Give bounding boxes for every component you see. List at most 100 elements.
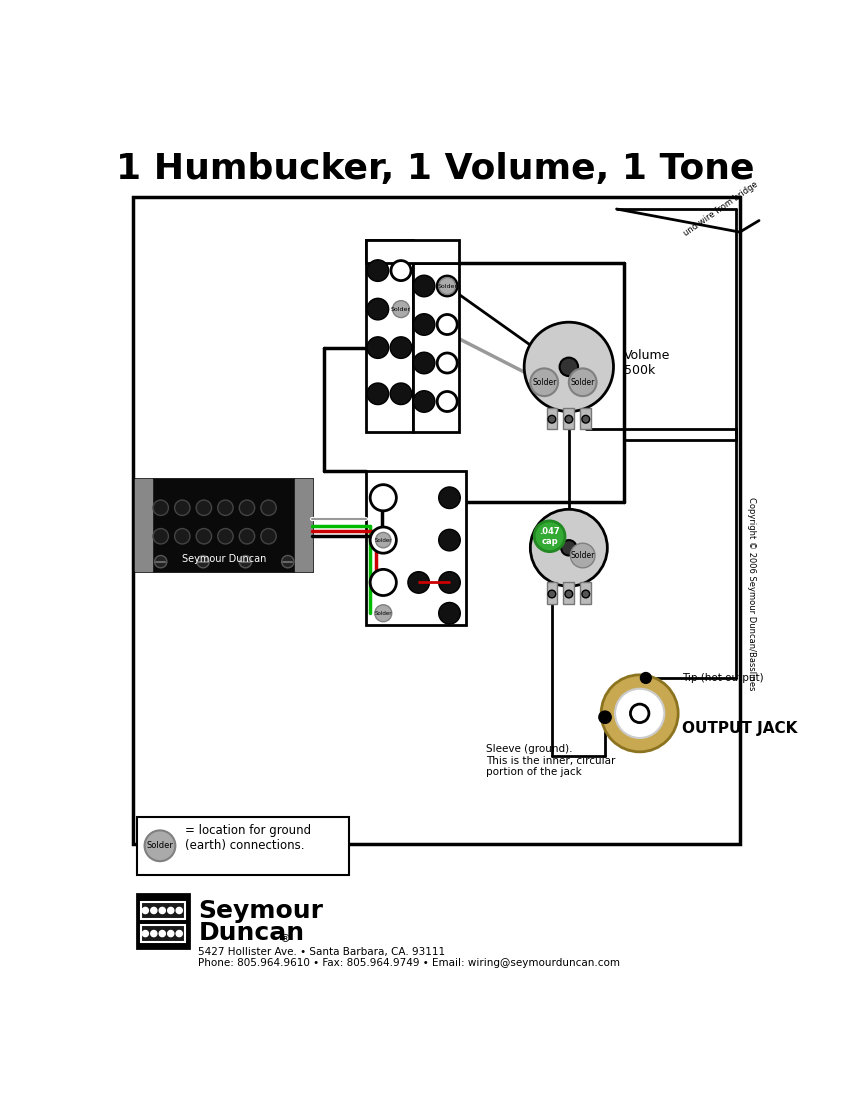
Circle shape [240, 556, 252, 568]
Circle shape [601, 675, 678, 752]
Circle shape [439, 487, 460, 508]
Circle shape [413, 314, 435, 336]
Circle shape [167, 908, 174, 913]
Circle shape [144, 830, 175, 861]
Text: Solder: Solder [146, 842, 173, 850]
Bar [366, 240, 459, 263]
Circle shape [437, 276, 457, 296]
Circle shape [367, 260, 388, 282]
Text: Seymour Duncan: Seymour Duncan [182, 554, 266, 564]
Text: Copyright © 2006 Seymour Duncan/Basslines: Copyright © 2006 Seymour Duncan/Bassline… [747, 497, 756, 691]
Circle shape [393, 300, 410, 318]
Circle shape [413, 390, 435, 412]
Circle shape [640, 672, 651, 683]
Circle shape [524, 322, 614, 411]
Circle shape [155, 556, 167, 568]
Text: ®: ® [280, 934, 291, 944]
Circle shape [218, 500, 233, 516]
Text: Solder: Solder [437, 284, 457, 288]
Circle shape [565, 590, 573, 598]
Circle shape [437, 392, 457, 411]
Circle shape [159, 931, 166, 937]
Text: Solder: Solder [532, 377, 557, 387]
Text: = location for ground
(earth) connections.: = location for ground (earth) connection… [184, 824, 311, 852]
Circle shape [176, 931, 182, 937]
Circle shape [367, 298, 388, 320]
Bar [564, 408, 575, 429]
Bar [135, 478, 313, 571]
Circle shape [196, 528, 212, 544]
Text: Seymour: Seymour [198, 899, 324, 923]
Text: Solder: Solder [375, 610, 392, 616]
Circle shape [599, 711, 611, 724]
Circle shape [239, 500, 255, 516]
Circle shape [150, 908, 157, 913]
Circle shape [150, 931, 157, 937]
Bar [137, 894, 190, 948]
Circle shape [390, 337, 411, 359]
Circle shape [548, 590, 556, 598]
Bar [564, 583, 575, 604]
Text: Solder: Solder [570, 377, 595, 387]
Circle shape [582, 590, 590, 598]
Text: OUTPUT JACK: OUTPUT JACK [682, 722, 797, 736]
Circle shape [142, 931, 149, 937]
Bar [135, 478, 152, 571]
Circle shape [261, 528, 276, 544]
Circle shape [570, 543, 595, 568]
Circle shape [371, 485, 396, 510]
Text: Duncan: Duncan [198, 921, 304, 945]
Circle shape [159, 908, 166, 913]
Text: Phone: 805.964.9610 • Fax: 805.964.9749 • Email: wiring@seymourduncan.com: Phone: 805.964.9610 • Fax: 805.964.9749 … [198, 958, 620, 968]
Bar [133, 198, 740, 845]
Circle shape [530, 368, 558, 396]
Bar [366, 471, 467, 625]
Circle shape [371, 527, 396, 553]
Circle shape [631, 704, 649, 723]
Text: 5427 Hollister Ave. • Santa Barbara, CA. 93111: 5427 Hollister Ave. • Santa Barbara, CA.… [198, 947, 445, 957]
Circle shape [439, 529, 460, 551]
Circle shape [561, 540, 576, 556]
Circle shape [559, 358, 578, 376]
Text: 1 Humbucker, 1 Volume, 1 Tone: 1 Humbucker, 1 Volume, 1 Tone [116, 152, 755, 186]
Circle shape [142, 908, 149, 913]
Text: Tip (hot output): Tip (hot output) [682, 673, 763, 683]
Bar [137, 817, 348, 876]
Circle shape [582, 416, 590, 424]
Circle shape [197, 556, 209, 568]
Circle shape [218, 528, 233, 544]
Bar [581, 583, 591, 604]
Circle shape [534, 521, 565, 552]
Circle shape [174, 500, 190, 516]
Circle shape [367, 337, 388, 359]
Circle shape [196, 500, 212, 516]
Circle shape [439, 603, 460, 624]
Circle shape [375, 605, 392, 621]
Text: Solder: Solder [570, 551, 595, 560]
Bar [141, 925, 185, 942]
Circle shape [390, 383, 411, 405]
Circle shape [174, 528, 190, 544]
Circle shape [176, 908, 182, 913]
Text: Sleeve (ground).
This is the inner, circular
portion of the jack: Sleeve (ground). This is the inner, circ… [485, 744, 615, 778]
Circle shape [408, 572, 429, 593]
Circle shape [439, 572, 460, 593]
Bar [366, 240, 412, 432]
Circle shape [569, 368, 597, 396]
Circle shape [615, 689, 665, 738]
Circle shape [413, 275, 435, 297]
Text: Solder: Solder [375, 538, 392, 542]
Circle shape [391, 261, 411, 280]
Text: Volume
500k: Volume 500k [624, 349, 671, 377]
Bar [141, 902, 185, 918]
Bar [581, 408, 591, 429]
Text: .047
cap: .047 cap [539, 527, 560, 546]
Circle shape [565, 416, 573, 424]
Circle shape [437, 353, 457, 373]
Circle shape [413, 352, 435, 374]
Bar [296, 478, 313, 571]
Circle shape [281, 556, 294, 568]
Circle shape [261, 500, 276, 516]
Circle shape [367, 383, 388, 405]
Circle shape [376, 532, 391, 548]
